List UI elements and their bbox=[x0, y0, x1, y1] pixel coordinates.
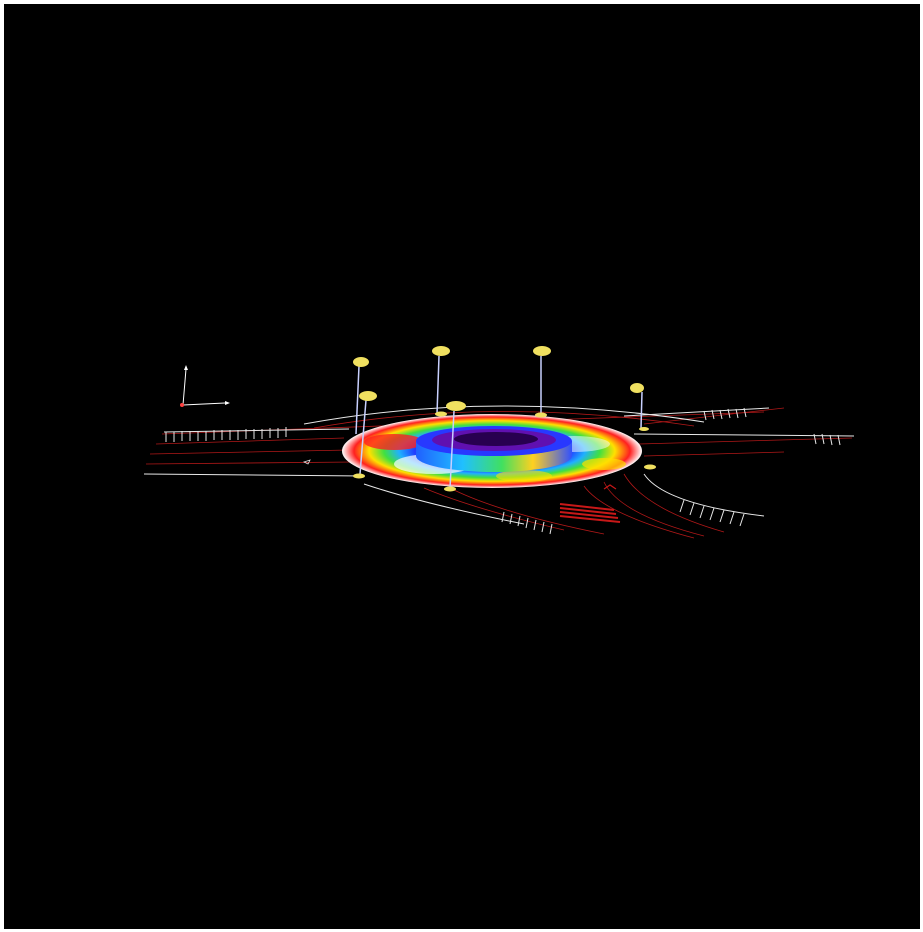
central-island bbox=[416, 426, 572, 472]
luminaire bbox=[446, 401, 466, 489]
luminaire bbox=[533, 346, 551, 414]
roundabout-scene bbox=[143, 346, 855, 539]
luminaire bbox=[630, 383, 644, 429]
luminaire bbox=[432, 346, 450, 415]
luminaire bbox=[359, 391, 377, 475]
luminaire-base bbox=[353, 411, 656, 492]
3d-viewport[interactable] bbox=[4, 4, 920, 929]
axis-gizmo bbox=[180, 365, 230, 407]
luminaire bbox=[353, 357, 369, 435]
luminaire-group bbox=[353, 346, 656, 492]
